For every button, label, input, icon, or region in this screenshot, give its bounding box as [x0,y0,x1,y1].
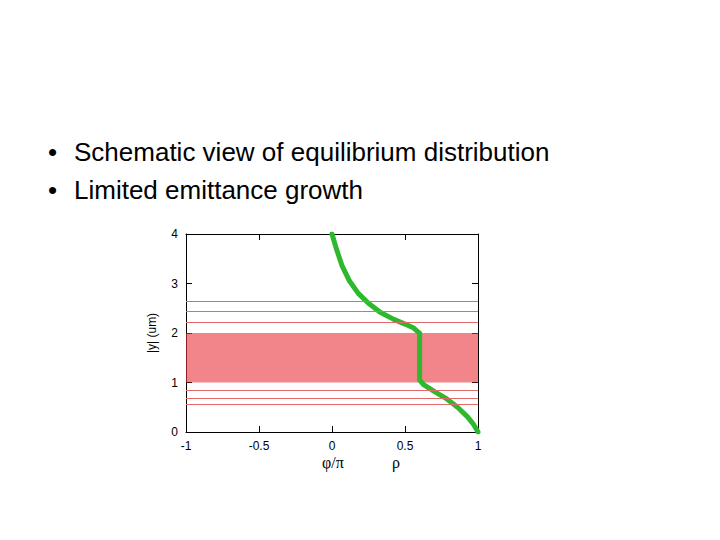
svg-text:0: 0 [329,439,336,453]
svg-text:1: 1 [475,439,482,453]
svg-text:3: 3 [171,277,178,291]
svg-text:-1: -1 [181,439,192,453]
svg-text:0.5: 0.5 [397,439,414,453]
svg-text:-0.5: -0.5 [249,439,270,453]
svg-text:|y| (um): |y| (um) [145,313,159,353]
svg-text:ρ: ρ [392,454,400,472]
svg-text:4: 4 [171,227,178,241]
html-text:Schematic view of equilibrium: Schematic view of equilibrium distributi… [74,137,550,167]
html-text:Limited emittance growth: Limited emittance growth [74,175,363,205]
svg-text:1: 1 [171,376,178,390]
svg-text:0: 0 [171,425,178,439]
svg-text:2: 2 [171,326,178,340]
svg-text:φ/π: φ/π [322,454,344,472]
